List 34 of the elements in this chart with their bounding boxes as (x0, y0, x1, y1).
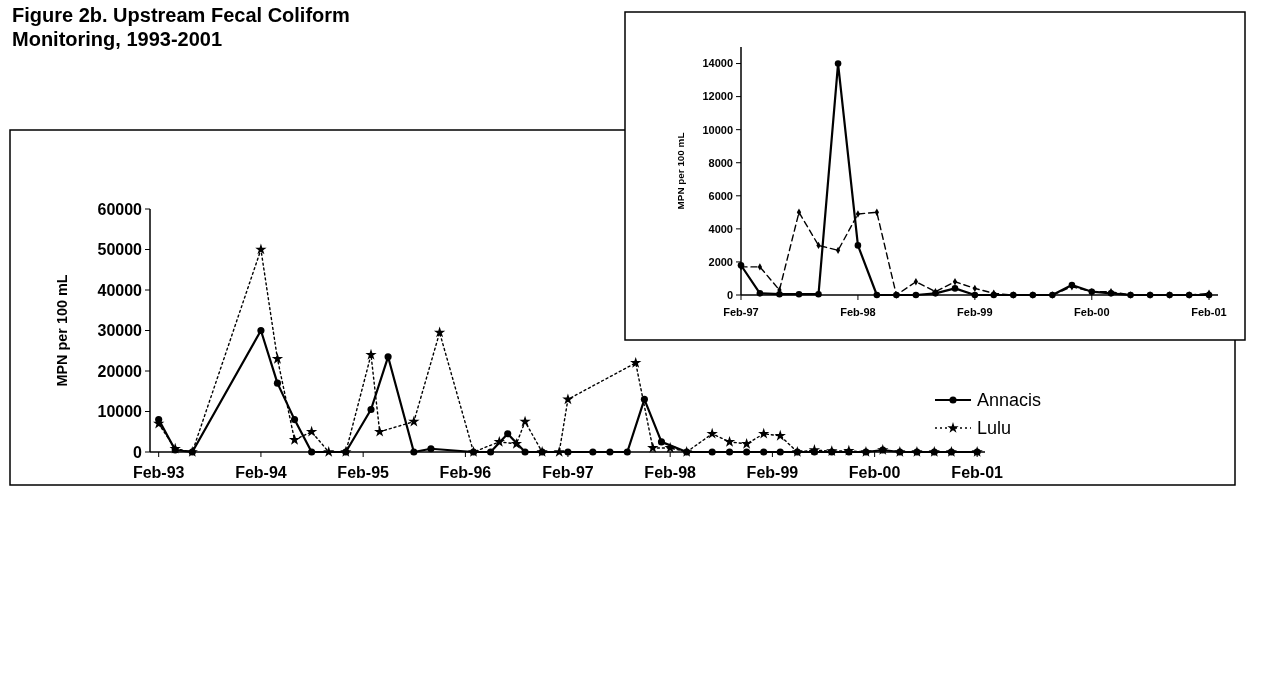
legend-label: Annacis (977, 390, 1042, 411)
legend-label: Lulu (977, 418, 1012, 439)
y-axis-title: MPN per 100 mL (674, 132, 686, 210)
y-tick-label: 0 (726, 288, 733, 301)
x-tick-label: Feb-98 (644, 464, 697, 481)
y-tick-label: 2000 (708, 255, 733, 268)
y-tick-label: 0 (133, 443, 143, 461)
y-tick-label: 20000 (97, 362, 143, 380)
x-tick-label: Feb-99 (746, 464, 799, 481)
y-tick-label: 40000 (97, 281, 143, 299)
x-tick-label: Feb-95 (337, 464, 390, 481)
x-tick-label: Feb-93 (132, 464, 185, 481)
y-tick-label: 60000 (97, 200, 143, 218)
y-tick-label: 6000 (708, 189, 733, 202)
y-tick-label: 10000 (97, 403, 143, 421)
x-tick-label: Feb-97 (542, 464, 594, 481)
chart-title: Figure 2b. Upstream Fecal Coliform Monitoring, 1993-2001 (12, 4, 350, 50)
y-axis-title: MPN per 100 mL (53, 274, 70, 387)
x-tick-label: Feb-01 (951, 464, 1004, 481)
x-tick-label: Feb-99 (957, 306, 993, 318)
y-tick-label: 30000 (97, 322, 143, 340)
y-tick-label: 12000 (702, 90, 733, 103)
y-tick-label: 10000 (702, 123, 733, 136)
y-tick-label: 14000 (702, 57, 733, 70)
y-tick-label: 8000 (708, 156, 733, 169)
y-tick-label: 4000 (708, 222, 733, 235)
x-tick-label: Feb-97 (723, 306, 759, 318)
y-tick-label: 50000 (97, 241, 143, 259)
x-tick-label: Feb-98 (840, 306, 876, 318)
x-tick-label: Feb-00 (848, 464, 901, 481)
x-tick-label: Feb-01 (1191, 306, 1227, 318)
x-tick-label: Feb-96 (439, 464, 492, 481)
x-tick-label: Feb-94 (235, 464, 287, 481)
x-tick-label: Feb-00 (1074, 306, 1110, 318)
